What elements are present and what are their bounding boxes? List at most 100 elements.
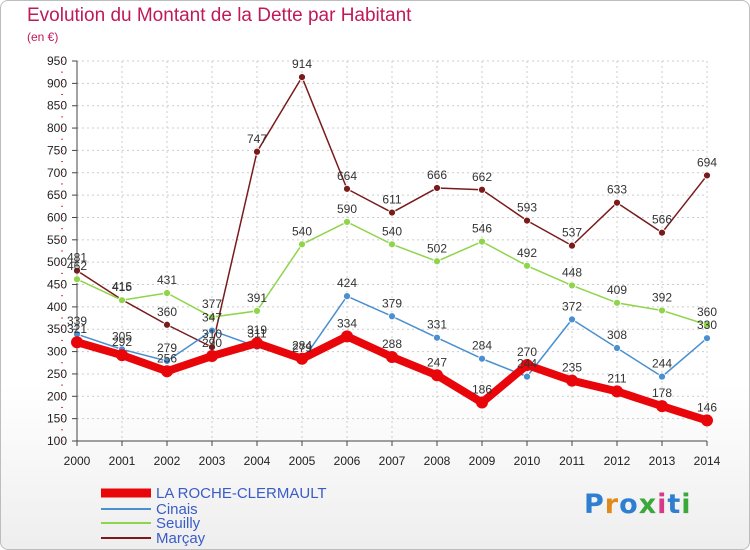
data-label: 391 [247,291,267,305]
data-label: 311 [247,327,266,341]
x-tick-label: 2001 [109,454,136,468]
data-point [656,400,668,413]
data-label: 308 [607,328,627,342]
data-point [253,307,261,315]
x-tick-label: 2000 [64,454,91,468]
logo-letter: i [657,489,668,520]
legend-label: Seuilly [156,515,201,532]
data-label: 235 [562,361,582,375]
data-label: 331 [427,318,447,332]
data-point [343,184,351,193]
x-tick-label: 2006 [334,454,361,468]
y-tick-label: 700 [47,166,67,180]
data-label: 664 [337,169,357,183]
data-point [568,315,576,324]
data-point [703,320,711,329]
data-labels: 321 292 256 290 319 284 334 288 247 186 270 235 211 1… [67,57,717,414]
data-point [343,292,351,301]
data-label: 244 [652,357,672,371]
data-label: 492 [517,246,537,260]
data-point [613,344,621,352]
y-tick-label: 150 [47,412,67,426]
data-label: 392 [652,290,672,304]
data-point [296,352,308,365]
data-label: 415 [112,280,132,294]
x-tick-label: 2007 [379,454,406,468]
data-point [478,237,486,246]
data-label: 347 [202,311,222,325]
data-point [658,372,666,381]
data-label: 270 [517,345,537,359]
data-point [433,333,441,342]
data-label: 305 [112,329,132,343]
data-point [251,337,263,350]
data-point [298,240,306,249]
data-point [253,147,261,156]
data-point [388,240,396,249]
data-point [658,306,666,315]
data-label: 178 [652,386,672,400]
data-point [343,218,351,226]
data-point [566,374,578,387]
y-tick-label: 250 [47,367,67,381]
data-label: 431 [157,273,177,287]
x-tick-label: 2012 [604,454,631,468]
data-point [701,414,713,427]
data-label: 146 [697,400,717,414]
data-point [163,320,171,329]
data-label: 321 [67,322,87,336]
x-tick-label: 2008 [424,454,451,468]
data-point [478,185,486,194]
data-label: 540 [292,224,312,238]
data-label: 914 [292,57,312,71]
y-tick-label: 650 [47,188,67,202]
data-point [118,296,126,305]
legend-label: Marçay [156,530,206,547]
y-tick-label: 500 [47,255,67,269]
y-tick-label: 350 [47,322,67,336]
data-label: 186 [472,383,492,397]
data-point [478,354,486,363]
data-point [298,73,306,81]
logo-letter: i [681,489,692,520]
data-point [703,171,711,180]
data-label: 481 [67,251,87,265]
data-label: 694 [697,155,717,169]
data-point [431,369,443,382]
data-label: 284 [292,339,312,353]
x-tick-label: 2004 [244,454,271,468]
data-point [71,336,83,349]
y-axis: 100 150 200 250 300 350 400 450 500 550 600 650 700 7… [47,54,78,448]
data-label: 339 [67,314,87,328]
data-label: 377 [202,297,222,311]
data-point [341,330,353,343]
data-label: 247 [427,355,447,369]
data-point [73,266,81,275]
legend-label: Cinais [156,501,198,518]
legend-label: LA ROCHE-CLERMAULT [156,485,327,502]
series-lines [71,73,713,427]
y-tick-label: 550 [47,233,67,247]
data-point [523,216,531,225]
data-label: 334 [337,316,357,330]
data-point [116,349,128,362]
data-point [568,281,576,290]
data-point [163,357,171,365]
data-point [703,334,711,343]
y-tick-label: 200 [47,389,67,403]
data-label: 288 [382,337,402,351]
y-tick-label: 800 [47,121,67,135]
data-point [161,365,173,378]
x-tick-label: 2014 [694,454,721,468]
data-label: 540 [382,224,402,238]
data-point [568,241,576,250]
data-label: 611 [382,193,401,207]
logo-letter: r [604,489,620,520]
x-tick-label: 2011 [559,454,585,468]
data-label: 462 [67,259,87,273]
y-tick-label: 750 [47,143,67,157]
y-tick-label: 850 [47,99,67,113]
logo-letter: x [638,489,658,520]
